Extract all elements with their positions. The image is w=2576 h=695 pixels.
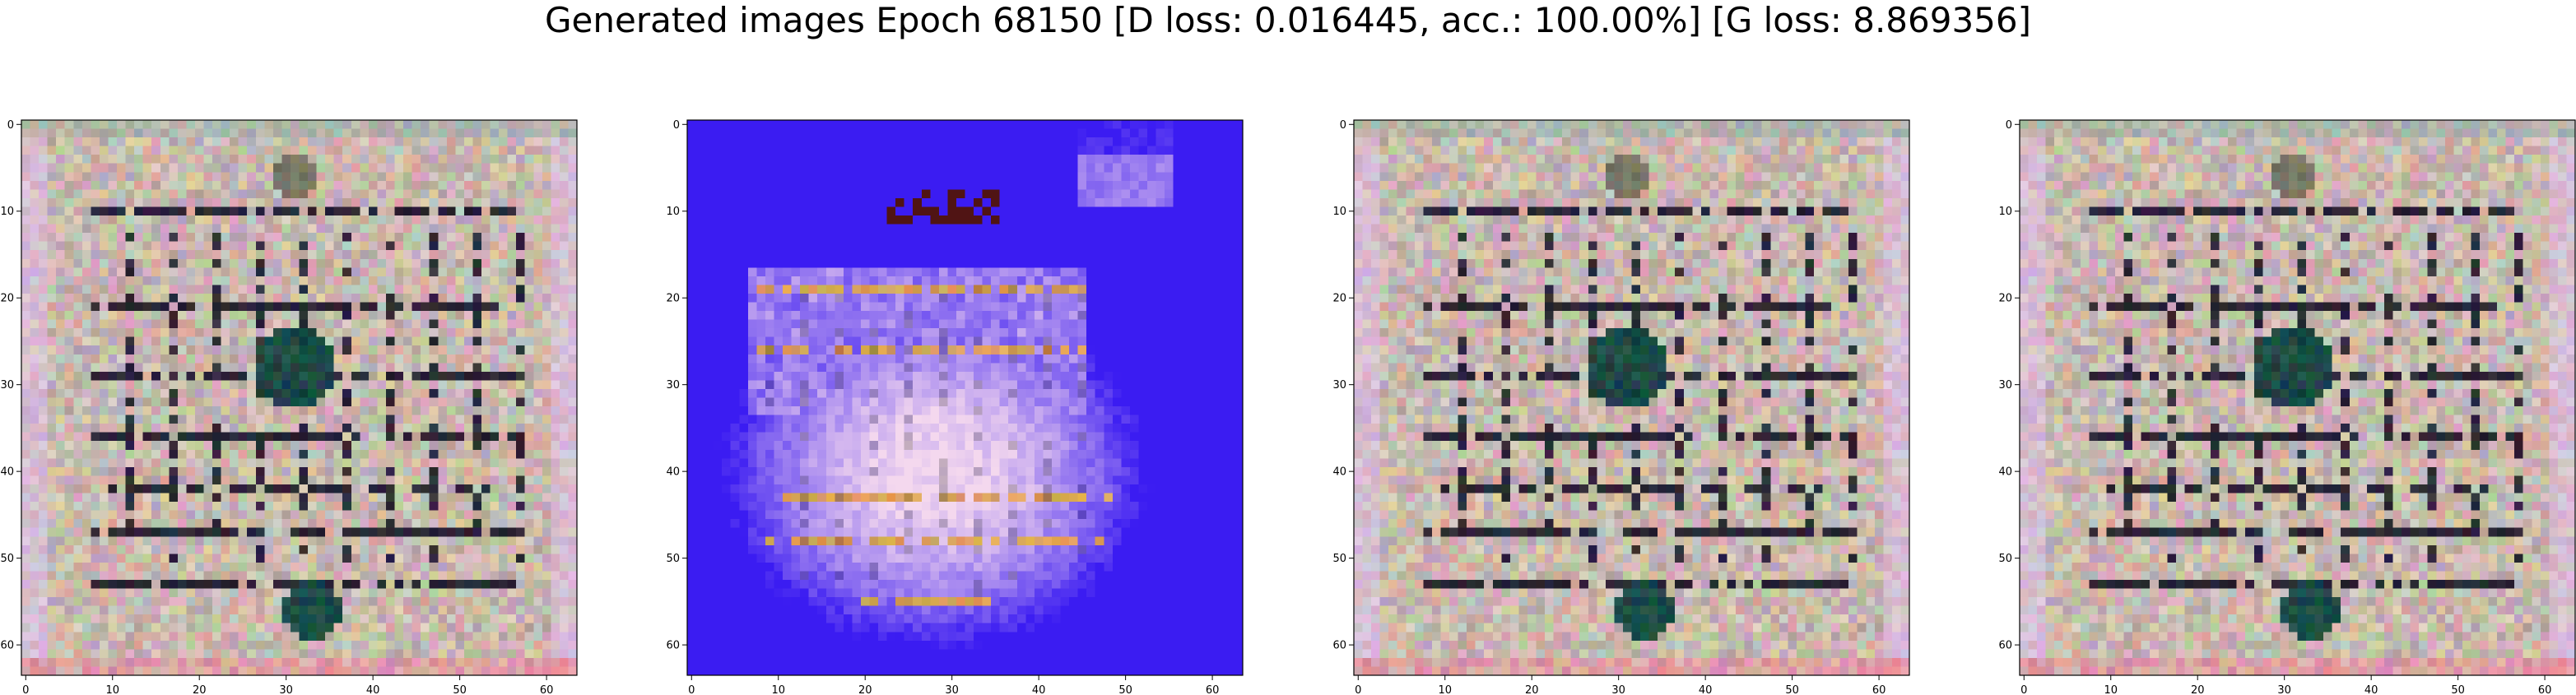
y-tick-label: 40 — [0, 466, 14, 479]
y-tick-label: 50 — [0, 553, 14, 565]
y-tick-label: 50 — [1998, 553, 2012, 565]
y-tick-label: 30 — [666, 379, 680, 392]
x-tick-label: 50 — [453, 684, 467, 695]
generated-image-1: 0 10 20 30 40 50 60 0 10 20 30 40 50 60 — [0, 119, 578, 695]
y-tick-label: 30 — [1332, 379, 1346, 392]
y-tick-label: 60 — [1332, 640, 1346, 652]
y-tick-label: 0 — [1340, 119, 1346, 132]
x-tick-label: 40 — [366, 684, 380, 695]
generated-image-3: 0 10 20 30 40 50 60 0 10 20 30 40 50 60 — [1332, 119, 1910, 695]
y-tick-label: 20 — [1998, 293, 2012, 305]
x-tick-label: 30 — [945, 684, 959, 695]
x-tick-label: 50 — [2451, 684, 2465, 695]
y-tick-label: 40 — [1998, 466, 2012, 479]
y-tick-label: 20 — [1332, 293, 1346, 305]
y-tick-label: 10 — [666, 206, 680, 218]
axes-frame — [21, 119, 578, 676]
y-tick-label: 50 — [666, 553, 680, 565]
x-tick-label: 20 — [858, 684, 872, 695]
y-tick-label: 60 — [666, 640, 680, 652]
x-tick-label: 0 — [1355, 684, 1361, 695]
y-tick-label: 0 — [7, 119, 14, 132]
x-tick-label: 50 — [1785, 684, 1799, 695]
generated-image-4: 0 10 20 30 40 50 60 0 10 20 30 40 50 60 — [1998, 119, 2576, 695]
y-tick-label: 10 — [0, 206, 14, 218]
x-tick-label: 0 — [22, 684, 29, 695]
axes-frame — [2019, 119, 2576, 676]
y-tick-label: 20 — [0, 293, 14, 305]
x-tick-label: 10 — [2104, 684, 2118, 695]
y-tick-label: 0 — [673, 119, 680, 132]
x-tick-label: 50 — [1118, 684, 1132, 695]
x-tick-label: 40 — [1032, 684, 1046, 695]
y-tick-label: 30 — [0, 379, 14, 392]
x-tick-label: 30 — [2277, 684, 2291, 695]
x-tick-label: 10 — [771, 684, 785, 695]
y-tick-label: 30 — [1998, 379, 2012, 392]
generated-image-2: 0 10 20 30 40 50 60 0 10 20 30 40 50 60 — [666, 119, 1244, 695]
x-tick-label: 20 — [193, 684, 207, 695]
x-tick-label: 20 — [1525, 684, 1539, 695]
x-tick-label: 60 — [1872, 684, 1886, 695]
x-tick-label: 60 — [2538, 684, 2552, 695]
pixel-image — [21, 120, 578, 676]
x-tick-label: 30 — [279, 684, 293, 695]
x-tick-label: 10 — [105, 684, 119, 695]
y-tick-label: 0 — [2006, 119, 2012, 132]
y-tick-label: 60 — [1998, 640, 2012, 652]
y-tick-label: 10 — [1332, 206, 1346, 218]
y-tick-label: 20 — [666, 293, 680, 305]
x-tick-label: 20 — [2191, 684, 2205, 695]
pixel-image — [687, 120, 1244, 676]
x-tick-label: 30 — [1611, 684, 1625, 695]
x-tick-label: 10 — [1438, 684, 1452, 695]
pixel-image — [2020, 120, 2576, 676]
y-tick-label: 60 — [0, 640, 14, 652]
figure-title: Generated images Epoch 68150 [D loss: 0.… — [544, 0, 2032, 40]
y-tick-label: 40 — [1332, 466, 1346, 479]
y-tick-label: 50 — [1332, 553, 1346, 565]
axes-frame — [1353, 119, 1910, 676]
pixel-image — [1354, 120, 1910, 676]
axes-frame — [686, 119, 1244, 676]
x-tick-label: 40 — [2364, 684, 2378, 695]
y-tick-label: 10 — [1998, 206, 2012, 218]
x-tick-label: 40 — [1699, 684, 1713, 695]
x-tick-label: 0 — [688, 684, 695, 695]
y-tick-label: 40 — [666, 466, 680, 479]
x-tick-label: 0 — [2020, 684, 2027, 695]
x-tick-label: 60 — [1206, 684, 1220, 695]
x-tick-label: 60 — [540, 684, 554, 695]
